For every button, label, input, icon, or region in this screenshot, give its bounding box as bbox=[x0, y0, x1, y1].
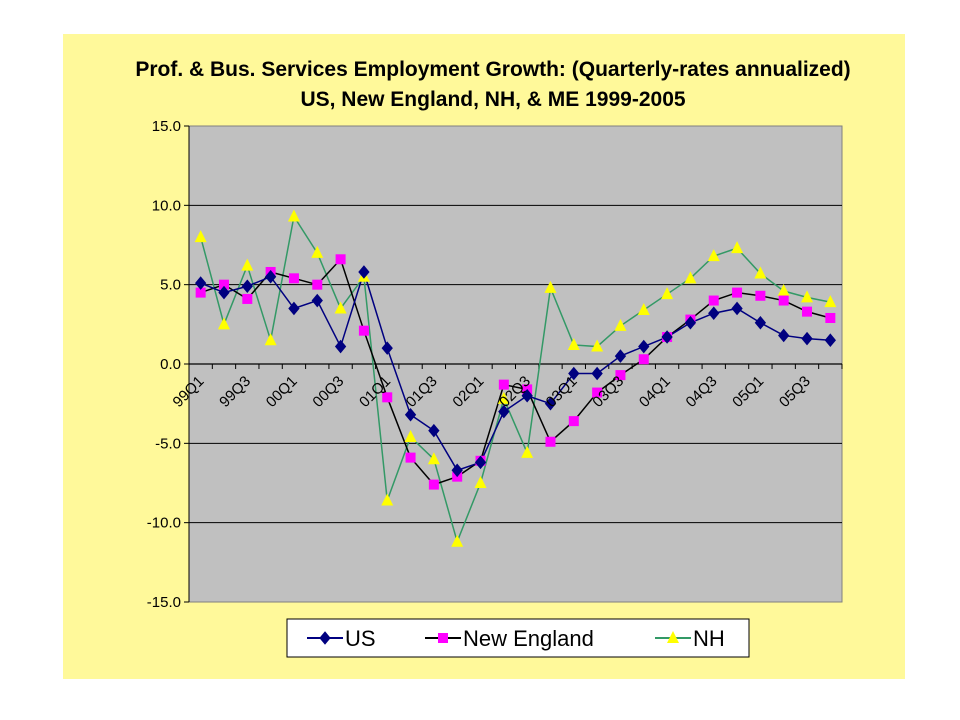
data-point-new-england bbox=[708, 295, 719, 306]
data-point-new-england bbox=[242, 293, 253, 304]
data-point-us bbox=[404, 407, 417, 422]
y-tick-label: 0.0 bbox=[160, 356, 181, 373]
legend-marker-new-england bbox=[438, 633, 448, 643]
data-point-us bbox=[638, 339, 650, 354]
data-point-new-england bbox=[405, 452, 416, 463]
data-point-nh bbox=[801, 290, 814, 303]
data-point-nh bbox=[451, 534, 464, 547]
legend: US New England NH bbox=[286, 618, 750, 658]
y-tick-label: 15.0 bbox=[152, 118, 181, 135]
data-point-us bbox=[754, 315, 767, 330]
data-point-nh bbox=[334, 301, 347, 314]
chart-subtitle: US, New England, NH, & ME 1999-2005 bbox=[300, 88, 685, 111]
data-point-nh bbox=[427, 452, 440, 465]
data-point-nh bbox=[497, 391, 510, 404]
legend-marker-nh bbox=[667, 631, 679, 643]
data-point-us bbox=[778, 328, 790, 343]
data-point-new-england bbox=[592, 387, 603, 398]
data-point-us bbox=[474, 455, 487, 470]
data-point-us bbox=[334, 339, 347, 354]
y-tick-label: -10.0 bbox=[147, 515, 181, 532]
data-point-new-england bbox=[288, 273, 299, 284]
data-point-new-england bbox=[615, 370, 626, 381]
data-point-us bbox=[684, 315, 697, 330]
data-point-new-england bbox=[312, 279, 323, 290]
legend-marker-us bbox=[319, 631, 331, 645]
data-point-us bbox=[264, 269, 277, 284]
data-point-us bbox=[358, 265, 370, 279]
y-tick-label: 10.0 bbox=[152, 197, 181, 214]
data-point-new-england bbox=[428, 479, 439, 490]
data-point-us bbox=[498, 404, 510, 419]
data-point-nh bbox=[754, 266, 767, 279]
legend-label-new-england: New England bbox=[463, 626, 594, 651]
chart-title: Prof. & Bus. Services Employment Growth:… bbox=[135, 58, 850, 81]
data-point-new-england bbox=[802, 306, 813, 317]
series-line-nh bbox=[199, 214, 831, 545]
data-point-nh bbox=[217, 317, 230, 330]
data-point-us bbox=[241, 279, 253, 294]
data-point-nh bbox=[661, 287, 674, 300]
data-point-new-england bbox=[195, 287, 206, 298]
data-point-nh bbox=[637, 303, 650, 316]
data-point-nh bbox=[311, 245, 324, 258]
data-point-nh bbox=[777, 284, 790, 297]
data-point-us bbox=[614, 349, 627, 363]
series-line-new-england bbox=[200, 257, 831, 486]
series-line-us bbox=[200, 269, 831, 472]
data-point-new-england bbox=[382, 392, 393, 403]
data-point-us bbox=[731, 301, 743, 316]
data-point-new-england bbox=[218, 279, 229, 290]
data-point-nh bbox=[381, 493, 394, 506]
data-point-new-england bbox=[638, 354, 649, 365]
data-point-new-england bbox=[755, 290, 766, 301]
data-point-us bbox=[218, 285, 230, 300]
data-point-nh bbox=[567, 337, 580, 350]
data-point-new-england bbox=[498, 379, 509, 390]
data-point-new-england bbox=[545, 436, 556, 447]
data-point-nh bbox=[474, 476, 487, 488]
data-point-nh bbox=[544, 280, 557, 293]
data-point-us bbox=[824, 333, 836, 347]
data-point-nh bbox=[521, 445, 534, 458]
data-point-us bbox=[544, 396, 557, 411]
data-point-us bbox=[451, 463, 463, 478]
data-point-nh bbox=[614, 318, 627, 331]
data-point-nh bbox=[194, 230, 207, 243]
chart-background: Prof. & Bus. Services Employment Growth:… bbox=[63, 34, 905, 679]
data-point-us bbox=[661, 330, 673, 344]
data-point-us bbox=[195, 276, 207, 290]
data-point-us bbox=[708, 306, 720, 321]
data-point-nh bbox=[684, 271, 697, 284]
data-point-us bbox=[428, 423, 440, 438]
data-point-new-england bbox=[568, 416, 579, 427]
data-point-new-england bbox=[335, 254, 346, 265]
data-point-nh bbox=[241, 258, 254, 271]
data-point-us bbox=[568, 366, 580, 381]
data-point-us bbox=[801, 331, 813, 346]
y-tick-label: -5.0 bbox=[155, 435, 181, 452]
data-point-new-england bbox=[778, 295, 789, 306]
data-point-us bbox=[521, 388, 533, 403]
data-point-new-england bbox=[825, 312, 836, 323]
legend-label-us: US bbox=[345, 626, 376, 651]
data-point-new-england bbox=[358, 325, 369, 336]
data-point-nh bbox=[731, 241, 744, 254]
chart-svg: Prof. & Bus. Services Employment Growth:… bbox=[63, 34, 905, 679]
y-tick-label: 5.0 bbox=[160, 277, 181, 294]
data-point-nh bbox=[264, 333, 277, 346]
data-point-us bbox=[381, 341, 393, 355]
data-point-nh bbox=[824, 295, 837, 308]
legend-label-nh: NH bbox=[693, 626, 725, 651]
data-point-nh bbox=[591, 339, 604, 352]
y-tick-label: -15.0 bbox=[147, 594, 181, 611]
data-point-us bbox=[311, 293, 323, 308]
data-point-new-england bbox=[732, 287, 743, 298]
data-point-nh bbox=[404, 429, 417, 442]
data-point-us bbox=[288, 301, 300, 316]
data-point-nh bbox=[287, 209, 300, 222]
data-point-nh bbox=[707, 249, 720, 262]
data-point-us bbox=[591, 366, 603, 381]
